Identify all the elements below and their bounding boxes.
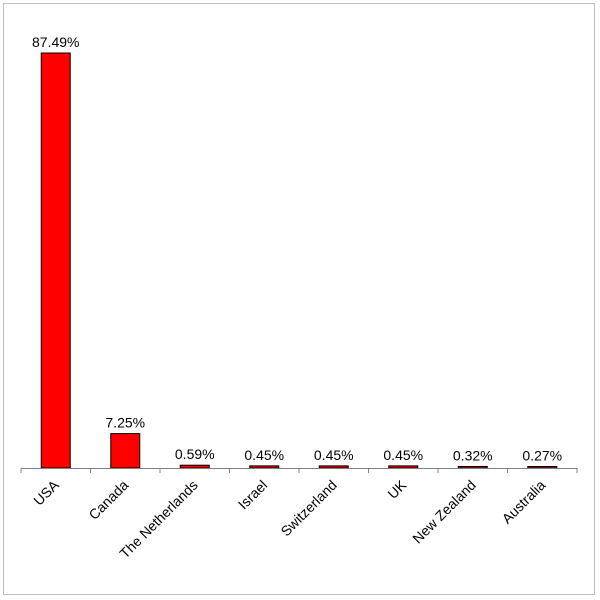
bar-usa xyxy=(40,52,71,469)
bar-chart: 87.49% 7.25% 0.59% 0.45% 0.45% 0.45% 0.32% 0.27… xyxy=(20,34,578,561)
bar-the-netherlands xyxy=(179,464,210,469)
data-label: 87.49% xyxy=(32,34,79,50)
bar-new-zealand xyxy=(457,465,488,469)
data-label: 7.25% xyxy=(105,415,145,431)
data-label: 0.45% xyxy=(314,447,354,463)
data-labels-group: 87.49% 7.25% 0.59% 0.45% 0.45% 0.45% 0.32% 0.27… xyxy=(32,34,562,464)
data-label: 0.32% xyxy=(453,447,493,463)
data-label: 0.45% xyxy=(244,447,284,463)
bar-switzerland xyxy=(318,465,349,469)
bar-uk xyxy=(388,465,419,469)
chart-frame: 87.49% 7.25% 0.59% 0.45% 0.45% 0.45% 0.32% 0.27… xyxy=(3,3,595,595)
x-tick-label: UK xyxy=(384,476,410,502)
x-tick-label: New Zealand xyxy=(409,477,479,547)
bar-israel xyxy=(249,465,280,469)
x-tick-label: Canada xyxy=(85,477,131,523)
x-tick-label: USA xyxy=(30,476,62,508)
data-label: 0.27% xyxy=(522,448,562,464)
bars-group xyxy=(40,52,558,469)
bar-canada xyxy=(110,433,141,469)
x-ticks-group xyxy=(20,468,578,473)
x-tick-label: Israel xyxy=(235,477,271,513)
data-label: 0.59% xyxy=(175,446,215,462)
bar-australia xyxy=(527,466,558,469)
x-tick-label: Australia xyxy=(499,477,549,527)
x-tick-label: Switzerland xyxy=(277,477,339,539)
data-label: 0.45% xyxy=(383,447,423,463)
